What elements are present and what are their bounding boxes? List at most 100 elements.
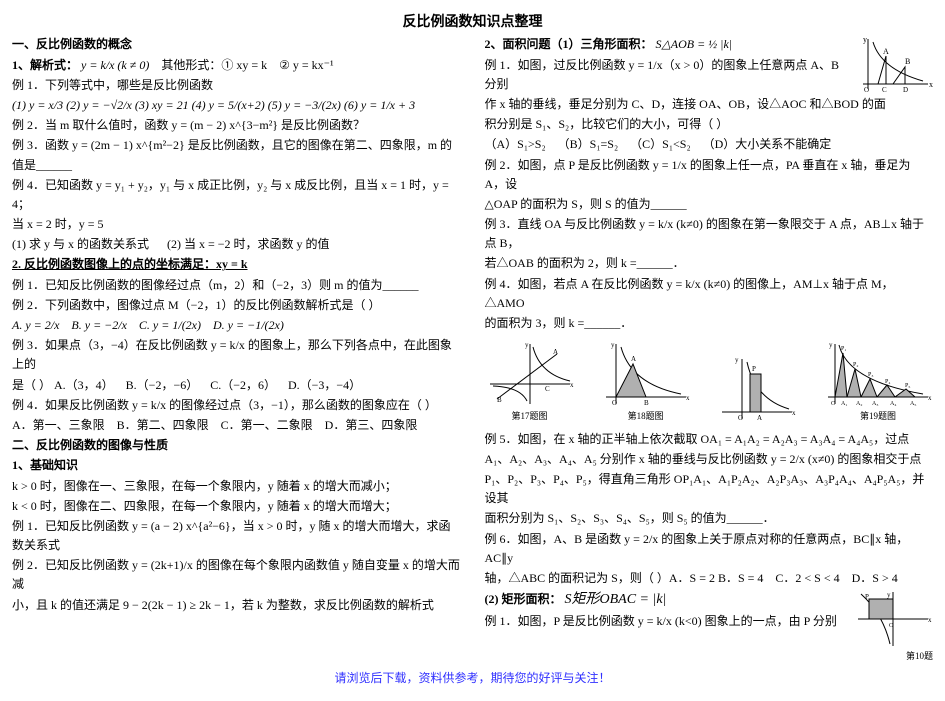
svg-text:B: B: [905, 57, 910, 66]
svg-text:A: A: [631, 355, 636, 363]
left-column: 一、反比例函数的概念 1、解析式： y = k/x (k ≠ 0) 其他形式：①…: [12, 34, 461, 663]
p2ex1: 例 1．已知反比例函数的图像经过点（m，2）和（−2，3）则 m 的值为____…: [12, 276, 461, 295]
basics-ex2b: 小，且 k 的值还满足 9 − 2(2k − 1) ≥ 2k − 1，若 k 为…: [12, 596, 461, 615]
main-formula: y = k/x (k ≠ 0): [81, 58, 149, 72]
right-column: x y A B C D O 2、面积问题（1）三角形面积： S△AOB = ½ …: [485, 34, 934, 663]
r-ex2: 例 2．如图，点 P 是反比例函数 y = 1/x 的图象上任一点，PA 垂直在…: [485, 156, 934, 194]
page-title: 反比例函数知识点整理: [12, 12, 933, 34]
svg-text:y: y: [611, 341, 615, 349]
svg-text:A₂: A₂: [856, 401, 862, 407]
label-formula: 1、解析式：: [12, 58, 78, 72]
r-ex3b: 若△OAB 的面积为 2，则 k =______．: [485, 254, 934, 273]
svg-text:B: B: [644, 399, 649, 407]
svg-text:D: D: [903, 86, 908, 94]
ex1-prompt: 例 1．下列等式中，哪些是反比例函数: [12, 76, 461, 95]
svg-text:A₁: A₁: [841, 401, 847, 407]
svg-text:P₃: P₃: [868, 372, 873, 378]
sub-heading-formula: 1、解析式： y = k/x (k ≠ 0) 其他形式：① xy = k ② y…: [12, 56, 461, 75]
svg-text:y: y: [735, 356, 739, 364]
ex2-prompt: 例 2．当 m 取什么值时，函数 y = (m − 2) x^{3−m²} 是反…: [12, 116, 461, 135]
diagram-opa: x y O P A: [717, 354, 797, 424]
diag17-label: 第17题图: [485, 409, 575, 423]
p2-options: A. y = 2/x B. y = −2/x C. y = 1/(2x) D. …: [12, 316, 461, 335]
svg-text:x: x: [570, 381, 574, 389]
basics-ex2: 例 2．已知反比例函数 y = (2k+1)/x 的图像在每个象限内函数值 y …: [12, 556, 461, 594]
svg-text:y: y: [829, 341, 833, 349]
svg-text:P: P: [865, 593, 869, 601]
graph-top-corner-icon: x y A B C D O: [853, 34, 933, 94]
ex4-q1-text: (1) 求 y 与 x 的函数关系式: [12, 237, 149, 251]
svg-text:P: P: [752, 365, 756, 373]
ex4-prompt-b: 当 x = 2 时，y = 5: [12, 215, 461, 234]
svg-text:C: C: [882, 86, 887, 94]
r-ex2b: △OAP 的面积为 S，则 S 的值为______: [485, 195, 934, 214]
r-ex1b: 作 x 轴的垂线，垂足分别为 C、D，连接 OA、OB，设△AOC 和△BOD …: [485, 95, 934, 114]
diagram-18: x y A B O 第18题图: [601, 339, 691, 423]
diagram-19: x y P₁ P₂ P₃ P₄ P₅ A₁ A₂ A₃ A₄: [823, 339, 933, 423]
graph-17-icon: x y A B C: [485, 339, 575, 409]
svg-text:C: C: [545, 385, 550, 393]
r-ex1opts: （A）S₁>S₂ （B）S₁=S₂ （C）S₁<S₂ （D）大小关系不能确定: [485, 135, 934, 154]
svg-text:A: A: [883, 47, 889, 56]
p2ex4opts: A．第一、三象限 B．第二、四象限 C．第一、二象限 D．第三、四象限: [12, 416, 461, 435]
p2ex2: 例 2．下列函数中，图像过点 M（−2，1）的反比例函数解析式是（ ）: [12, 296, 461, 315]
svg-text:P₂: P₂: [853, 362, 858, 368]
diagram-17: x y A B C 第17题图: [485, 339, 575, 423]
graph-18-icon: x y A B O: [601, 339, 691, 409]
graph-bottom-corner-icon: x y P O: [853, 589, 933, 649]
r-ex6: 例 6．如图，A、B 是函数 y = 2/x 的图象上关于原点对称的任意两点，B…: [485, 530, 934, 568]
diag19-label: 第19题图: [823, 409, 933, 423]
diagram-row: x y A B C 第17题图 x y: [485, 339, 934, 423]
basics-kneg: k < 0 时，图像在二、四象限，在每一个象限内，y 随着 x 的增大而增大；: [12, 497, 461, 516]
r-ex4: 例 4．如图，若点 A 在反比例函数 y = k/x (k≠0) 的图像上，AM…: [485, 275, 934, 313]
bottom-note: 请浏览后下载，资料供参考，期待您的好评与关注！: [12, 663, 933, 688]
basics-kpos: k > 0 时，图像在一、三象限，在每一个象限内，y 随着 x 的增大而减小；: [12, 477, 461, 496]
svg-text:O: O: [738, 414, 743, 422]
heading-img-prop: 二、反比例函数的图像与性质: [12, 436, 461, 455]
r-ex4b: 的面积为 3，则 k =______．: [485, 314, 934, 333]
svg-text:A₅: A₅: [910, 401, 916, 407]
triangle-area-formula: S△AOB = ½ |k|: [656, 37, 733, 51]
graph-19-icon: x y P₁ P₂ P₃ P₄ P₅ A₁ A₂ A₃ A₄: [823, 339, 933, 409]
r-ex1c: 积分别是 S₁、S₂，比较它们的大小，可得（ ）: [485, 115, 934, 134]
ex4-q1: (1) 求 y 与 x 的函数关系式 (2) 当 x = −2 时，求函数 y …: [12, 235, 461, 254]
diag18-label: 第18题图: [601, 409, 691, 423]
area-heading-text: 2、面积问题（1）三角形面积：: [485, 37, 653, 51]
r-ex5d: 面积分别为 S₁、S₂、S₃、S₄、S₅，则 S₅ 的值为______．: [485, 509, 934, 528]
svg-text:A₃: A₃: [872, 401, 878, 407]
ex4-q2-text: (2) 当 x = −2 时，求函数 y 的值: [167, 237, 330, 251]
svg-text:P₄: P₄: [885, 379, 890, 385]
r-ex3: 例 3．直线 OA 与反比例函数 y = k/x (k≠0) 的图象在第一象限交…: [485, 215, 934, 253]
p2ex3b: 是（ ） A.（3，4） B.（−2，−6） C.（−2，6） D.（−3，−4…: [12, 376, 461, 395]
svg-text:x: x: [928, 394, 932, 402]
svg-text:x: x: [928, 616, 932, 624]
r-ex5: 例 5．如图，在 x 轴的正半轴上依次截取 OA₁ = A₁A₂ = A₂A₃ …: [485, 430, 934, 449]
two-column-layout: 一、反比例函数的概念 1、解析式： y = k/x (k ≠ 0) 其他形式：①…: [12, 34, 933, 663]
svg-text:x: x: [686, 394, 690, 402]
rect-area-h-text: (2) 矩形面积：: [485, 592, 562, 606]
r-ex5b: A₁、A₂、A₃、A₄、A₅ 分别作 x 轴的垂线与反比例函数 y = 2/x …: [485, 450, 934, 469]
svg-text:A: A: [757, 414, 762, 422]
rect-diag-label: 第10题: [485, 649, 934, 663]
ex4-prompt: 例 4．已知函数 y = y₁ + y₂，y₁ 与 x 成正比例，y₂ 与 x …: [12, 176, 461, 214]
svg-text:O: O: [612, 399, 617, 407]
svg-text:O: O: [864, 86, 869, 94]
svg-text:y: y: [525, 341, 529, 349]
basics-ex1: 例 1．已知反比例函数 y = (a − 2) x^{a²−6}，当 x > 0…: [12, 517, 461, 555]
svg-text:y: y: [887, 591, 891, 599]
svg-text:P₅: P₅: [905, 383, 910, 389]
svg-text:B: B: [497, 396, 502, 404]
svg-text:A: A: [553, 348, 558, 356]
r-ex6b: 轴，△ABC 的面积记为 S，则（ ）A．S = 2 B．S = 4 C．2 <…: [485, 569, 934, 588]
svg-text:x: x: [792, 409, 796, 417]
rect-area-formula: S矩形OBAC = |k|: [565, 592, 667, 607]
heading-concept: 一、反比例函数的概念: [12, 35, 461, 54]
other-forms: 其他形式：① xy = k ② y = kx⁻¹: [161, 58, 333, 72]
heading-point-coord: 2. 反比例函数图像上的点的坐标满足：xy = k: [12, 255, 461, 274]
svg-text:A₄: A₄: [890, 401, 896, 407]
p2ex3: 例 3．如果点（3，−4）在反比例函数 y = k/x 的图象上，那么下列各点中…: [12, 336, 461, 374]
svg-text:x: x: [929, 80, 933, 89]
svg-text:O: O: [831, 401, 836, 407]
svg-text:O: O: [889, 623, 894, 629]
heading-basics: 1、基础知识: [12, 456, 461, 475]
